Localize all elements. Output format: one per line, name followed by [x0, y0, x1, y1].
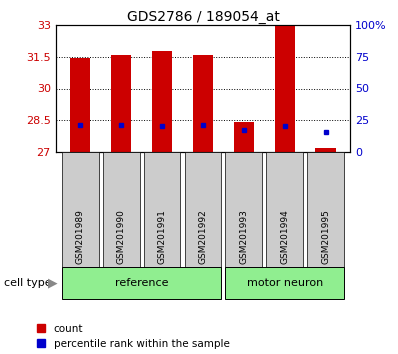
Bar	[152, 51, 172, 152]
Bar	[111, 55, 131, 152]
Legend: count, percentile rank within the sample: count, percentile rank within the sample	[37, 324, 230, 349]
Bar	[234, 122, 254, 152]
Text: GSM201990: GSM201990	[117, 209, 126, 264]
Text: GSM201992: GSM201992	[199, 209, 207, 264]
Bar	[103, 152, 140, 267]
Bar	[307, 152, 344, 267]
Text: GSM201993: GSM201993	[239, 209, 248, 264]
Bar	[266, 152, 303, 267]
Bar	[275, 25, 295, 152]
Text: GSM201995: GSM201995	[321, 209, 330, 264]
Text: ▶: ▶	[48, 277, 57, 290]
Bar	[185, 152, 221, 267]
Bar	[144, 152, 180, 267]
Bar	[226, 267, 344, 299]
Text: reference: reference	[115, 278, 168, 288]
Text: motor neuron: motor neuron	[247, 278, 323, 288]
Title: GDS2786 / 189054_at: GDS2786 / 189054_at	[127, 10, 279, 24]
Text: GSM201991: GSM201991	[158, 209, 167, 264]
Bar	[226, 152, 262, 267]
Text: GSM201989: GSM201989	[76, 209, 85, 264]
Bar	[62, 152, 99, 267]
Bar	[316, 148, 336, 152]
Text: cell type: cell type	[4, 278, 52, 288]
Bar	[62, 267, 221, 299]
Bar	[70, 58, 90, 152]
Text: GSM201994: GSM201994	[280, 209, 289, 264]
Bar	[193, 55, 213, 152]
